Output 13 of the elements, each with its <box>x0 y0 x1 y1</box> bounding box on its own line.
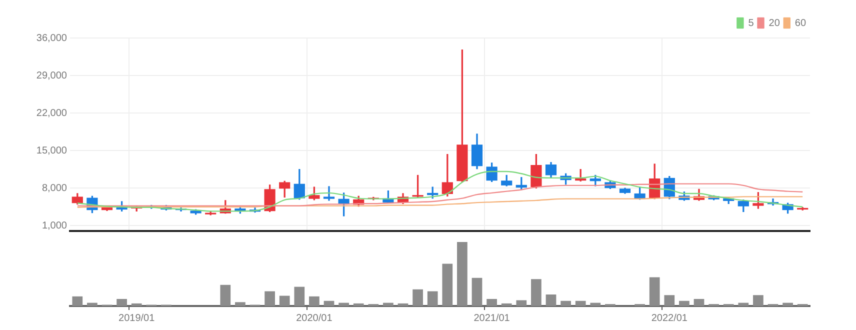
x-tick-label: 2021/01 <box>474 312 510 324</box>
legend-label: 20 <box>768 18 780 29</box>
x-tick-label: 2019/01 <box>118 312 156 324</box>
x-tick-label: 2020/01 <box>296 312 333 324</box>
y-tick-label: 1,000 <box>42 220 68 232</box>
legend-label: 60 <box>794 18 806 29</box>
y-tick-label: 15,000 <box>36 145 68 156</box>
y-tick-label: 22,000 <box>36 108 68 119</box>
x-tick-label: 2022/01 <box>651 312 688 324</box>
y-tick-label: 29,000 <box>36 70 68 82</box>
y-tick-label: 8,000 <box>42 182 68 194</box>
legend-label: 5 <box>748 18 754 29</box>
y-tick-label: 36,000 <box>36 32 68 44</box>
